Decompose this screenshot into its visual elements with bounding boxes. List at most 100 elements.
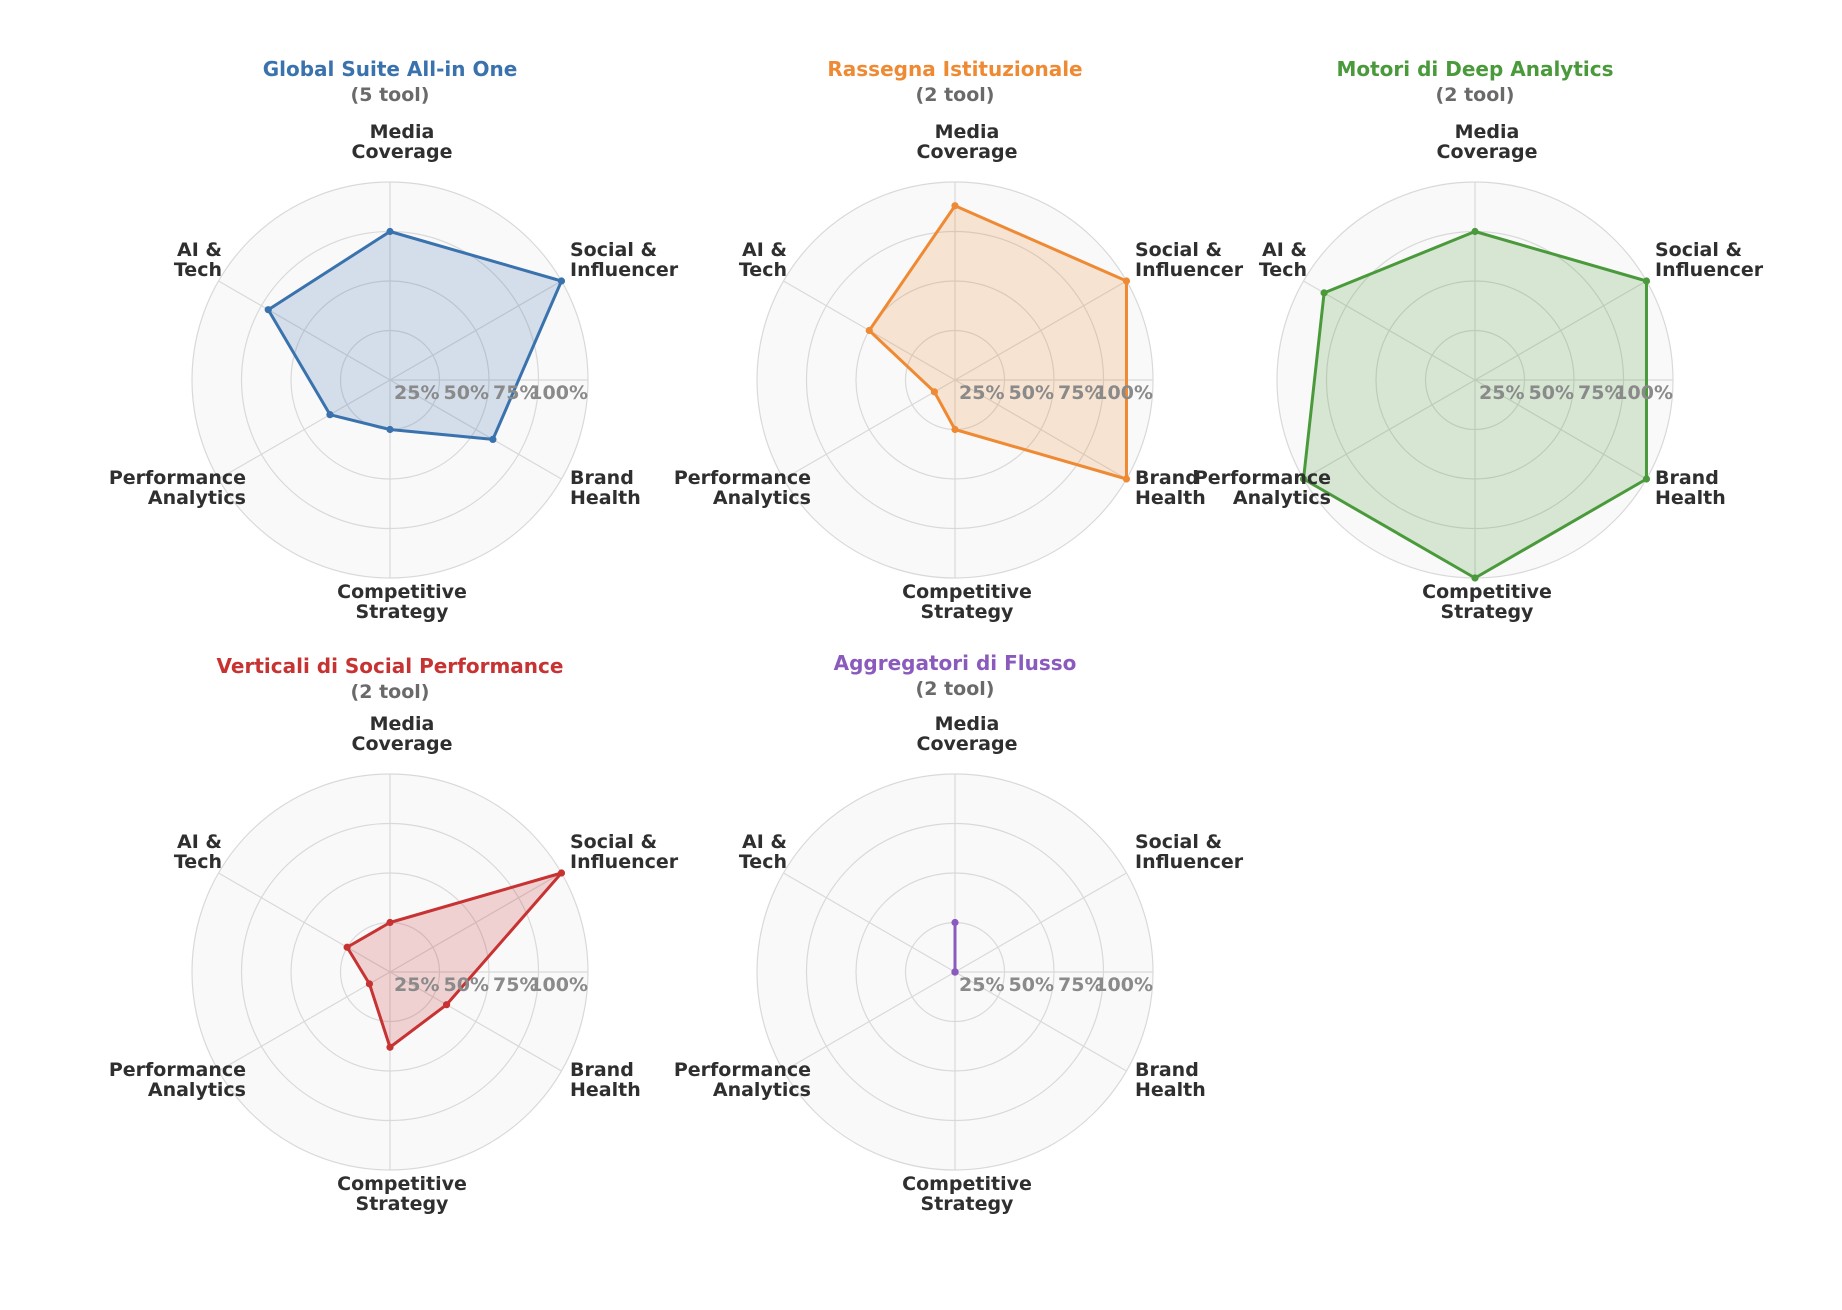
chart-subtitle: (2 tool) xyxy=(1436,84,1515,106)
axis-label: Media Coverage xyxy=(352,713,453,755)
tick-label: 75% xyxy=(1058,382,1103,404)
axis-label: Social & Influencer xyxy=(570,831,679,873)
chart-title: Aggregatori di Flusso xyxy=(834,651,1077,675)
axis-label: Competitive Strategy xyxy=(1422,581,1552,623)
data-point xyxy=(1122,475,1131,483)
axis-spoke xyxy=(954,280,1127,381)
axis-spoke xyxy=(783,971,956,1072)
tick-label: 25% xyxy=(1479,382,1524,404)
radar-chart-5: 25% 50% 75%100% Media Coverage Social & Influe… xyxy=(674,651,1244,1215)
tick-label: 75% xyxy=(493,974,538,996)
data-point xyxy=(442,1001,451,1009)
tick-label: 50% xyxy=(1009,382,1054,404)
axis-label: AI & Tech xyxy=(1259,239,1307,281)
chart-title: Verticali di Social Performance xyxy=(217,654,564,678)
axis-label: Competitive Strategy xyxy=(337,1173,467,1215)
axis-spoke xyxy=(389,872,562,973)
tick-label: 100% xyxy=(1094,974,1153,996)
tick-label: 25% xyxy=(959,974,1004,996)
axis-label: Brand Health xyxy=(570,1059,641,1101)
axis-label: Media Coverage xyxy=(917,121,1018,163)
axis-label: Social & Influencer xyxy=(1135,831,1244,873)
axis-label: Performance Analytics xyxy=(674,1059,811,1101)
chart-title: Rassegna Istituzionale xyxy=(827,57,1082,81)
axis-spoke xyxy=(389,971,562,1072)
data-point xyxy=(951,968,959,976)
data-point xyxy=(930,388,939,396)
axis-spoke xyxy=(218,872,391,973)
axis-label: Competitive Strategy xyxy=(337,581,467,623)
tick-label: 25% xyxy=(394,382,439,404)
chart-subtitle: (2 tool) xyxy=(351,681,430,703)
chart-subtitle: (5 tool) xyxy=(351,84,430,106)
axis-label: Performance Analytics xyxy=(674,467,811,509)
tick-label: 25% xyxy=(959,382,1004,404)
tick-label: 75% xyxy=(493,382,538,404)
axis-label: Performance Analytics xyxy=(109,467,246,509)
radar-chart-2: 25% 50% 75%100% Media Coverage Social & Influe… xyxy=(674,57,1244,623)
axis-label: AI & Tech xyxy=(174,239,222,281)
axis-label: Performance Analytics xyxy=(1194,467,1331,509)
tick-label: 50% xyxy=(1529,382,1574,404)
data-point xyxy=(1122,277,1131,285)
axis-spoke xyxy=(389,280,562,381)
chart-subtitle: (2 tool) xyxy=(916,678,995,700)
data-point xyxy=(326,411,334,419)
tick-label: 100% xyxy=(529,382,588,404)
axis-label: Brand Health xyxy=(1655,467,1726,509)
axis-spoke xyxy=(1303,280,1476,381)
chart-subtitle: (2 tool) xyxy=(916,84,995,106)
data-point xyxy=(951,425,959,434)
chart-title: Motori di Deep Analytics xyxy=(1336,57,1613,81)
data-point xyxy=(386,918,394,927)
tick-label: 50% xyxy=(444,974,489,996)
data-point xyxy=(386,1043,394,1051)
axis-label: AI & Tech xyxy=(739,239,787,281)
axis-label: Social & Influencer xyxy=(1135,239,1244,281)
tick-label: 75% xyxy=(1058,974,1103,996)
data-point xyxy=(865,326,873,335)
data-point xyxy=(1299,475,1308,483)
data-point xyxy=(557,277,566,285)
data-point xyxy=(1471,574,1479,582)
axis-spoke xyxy=(783,379,956,480)
axis-spoke xyxy=(783,872,956,973)
radar-chart-4: 25% 50% 75%100% Media Coverage Social & Influe… xyxy=(109,654,679,1215)
axis-label: Competitive Strategy xyxy=(902,581,1032,623)
axis-label: Social & Influencer xyxy=(1655,239,1764,281)
axis-label: Media Coverage xyxy=(1437,121,1538,163)
tick-label: 100% xyxy=(1094,382,1153,404)
axis-label: Brand Health xyxy=(1135,1059,1206,1101)
axis-label: Competitive Strategy xyxy=(902,1173,1032,1215)
axis-label: Brand Health xyxy=(1135,467,1206,509)
axis-spoke xyxy=(954,379,1127,480)
axis-label: AI & Tech xyxy=(174,831,222,873)
axis-spoke xyxy=(389,379,562,480)
data-point xyxy=(1642,277,1651,285)
axis-label: Brand Health xyxy=(570,467,641,509)
axis-spoke xyxy=(954,872,1127,973)
axis-label: Media Coverage xyxy=(917,713,1018,755)
data-point xyxy=(557,869,566,877)
data-point xyxy=(1320,289,1328,297)
axis-label: Performance Analytics xyxy=(109,1059,246,1101)
axis-label: Media Coverage xyxy=(352,121,453,163)
data-point xyxy=(343,943,351,951)
data-point xyxy=(386,425,394,434)
axis-spoke xyxy=(1303,379,1476,480)
data-point xyxy=(386,227,394,236)
axis-label: Social & Influencer xyxy=(570,239,679,281)
chart-title: Global Suite All-in One xyxy=(263,57,518,81)
data-point xyxy=(951,202,959,210)
axis-spoke xyxy=(1474,379,1647,480)
axis-spoke xyxy=(1474,280,1647,381)
data-point xyxy=(1642,475,1651,483)
data-point xyxy=(951,918,959,927)
axis-spoke xyxy=(218,280,391,381)
axis-label: AI & Tech xyxy=(739,831,787,873)
axis-spoke xyxy=(218,971,391,1072)
data-point xyxy=(1471,227,1479,236)
tick-label: 25% xyxy=(394,974,439,996)
data-point xyxy=(264,306,272,314)
